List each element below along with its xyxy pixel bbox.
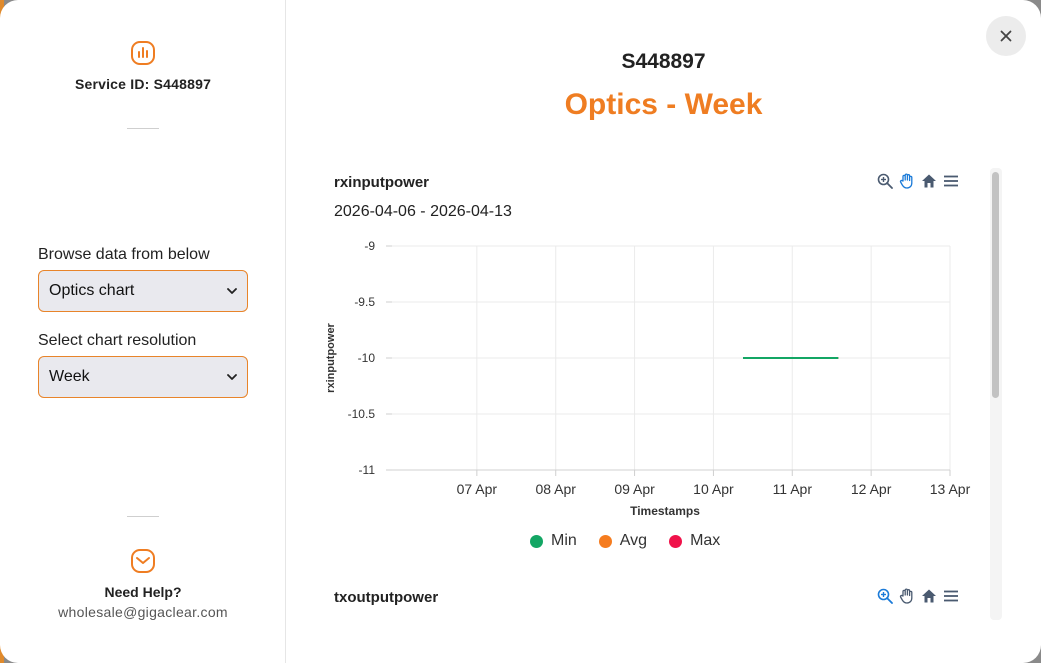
menu-icon[interactable] (942, 587, 960, 605)
resolution-label: Select chart resolution (38, 332, 197, 349)
x-tick-label: 11 Apr (773, 481, 813, 497)
x-tick-label: 10 Apr (693, 481, 734, 497)
menu-icon[interactable] (942, 172, 960, 190)
service-id-label: Service ID: S448897 (74, 76, 212, 92)
legend-item-max[interactable]: Max (669, 532, 720, 550)
close-button[interactable] (986, 16, 1026, 56)
chart-legend: Min Avg Max (530, 532, 720, 550)
pan-hand-icon[interactable] (898, 172, 916, 190)
sidebar-divider-bottom (127, 516, 159, 517)
help-section: Need Help? wholesale@gigaclear.com (0, 548, 286, 620)
y-tick-label: -11 (359, 463, 376, 477)
sidebar-form: Browse data from below Optics chart Sele… (38, 246, 248, 418)
chart-card-txoutputpower: txoutputpower (326, 583, 966, 620)
y-tick-label: -9 (364, 239, 375, 253)
resolution-select-value: Week (49, 368, 90, 385)
chart-toolbar (876, 172, 960, 190)
chart-toolbar (876, 587, 960, 605)
y-tick-label: -10 (358, 351, 376, 365)
y-tick-label: -10.5 (348, 407, 376, 421)
home-icon[interactable] (920, 587, 938, 605)
page-title: S448897 (621, 50, 706, 73)
legend-marker (598, 534, 612, 548)
sidebar: Service ID: S448897 Browse data from bel… (0, 0, 286, 663)
mail-icon (131, 549, 155, 573)
help-title: Need Help? (104, 584, 182, 600)
sidebar-divider-top (127, 128, 159, 129)
browse-data-select-value: Optics chart (49, 282, 135, 299)
x-tick-label: 13 Apr (930, 481, 971, 497)
rxinputpower-chart[interactable]: -9 -9.5 -10 -10.5 -11 07 Apr 08 Apr 09 Apr 10 Ap… (326, 234, 971, 524)
resolution-select[interactable]: Week (38, 356, 248, 398)
legend-marker (669, 534, 683, 548)
scrollbar-thumb[interactable] (992, 172, 999, 398)
legend-item-min[interactable]: Min (530, 532, 577, 550)
chart-icon (131, 41, 155, 65)
legend-marker (530, 534, 543, 548)
y-axis-title: rxinputpower (326, 322, 337, 392)
chevron-down-icon (227, 374, 237, 380)
x-tick-label: 09 Apr (614, 481, 655, 497)
service-info: Service ID: S448897 (0, 40, 286, 92)
legend-label: Avg (619, 532, 648, 549)
zoom-in-icon[interactable] (876, 587, 894, 605)
chevron-down-icon (227, 288, 237, 294)
legend-item-avg[interactable]: Avg (598, 532, 648, 550)
chart-card-rxinputpower: rxinputpower 2026-04-06 - 2026-04-13 (326, 168, 971, 578)
x-tick-label: 08 Apr (535, 481, 576, 497)
close-icon (1000, 30, 1012, 42)
x-tick-label: 07 Apr (457, 481, 498, 497)
x-tick-label: 12 Apr (851, 481, 892, 497)
chart-title: txoutputpower (334, 589, 439, 606)
legend-label: Min (551, 532, 577, 549)
main-panel: S448897 Optics - Week rxinputpower 2026-… (286, 0, 1041, 663)
page-subtitle: Optics - Week (564, 88, 763, 121)
browse-label: Browse data from below (38, 246, 210, 263)
legend-label: Max (690, 532, 721, 549)
zoom-in-icon[interactable] (876, 172, 894, 190)
charts-scroll-area[interactable]: rxinputpower 2026-04-06 - 2026-04-13 (326, 168, 1006, 620)
help-email-link[interactable]: wholesale@gigaclear.com (58, 604, 228, 620)
browse-data-select[interactable]: Optics chart (38, 270, 248, 312)
pan-hand-icon[interactable] (898, 587, 916, 605)
chart-title: rxinputpower (334, 174, 430, 191)
chart-date-range: 2026-04-06 - 2026-04-13 (334, 203, 512, 220)
home-icon[interactable] (920, 172, 938, 190)
x-axis-title: Timestamps (630, 504, 700, 518)
y-tick-label: -9.5 (354, 295, 375, 309)
